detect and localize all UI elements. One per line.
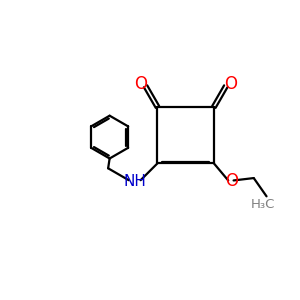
Text: O: O [225,172,238,190]
Text: O: O [224,75,237,93]
Text: NH: NH [123,174,146,189]
Text: O: O [135,75,148,93]
Text: H₃C: H₃C [251,198,275,211]
